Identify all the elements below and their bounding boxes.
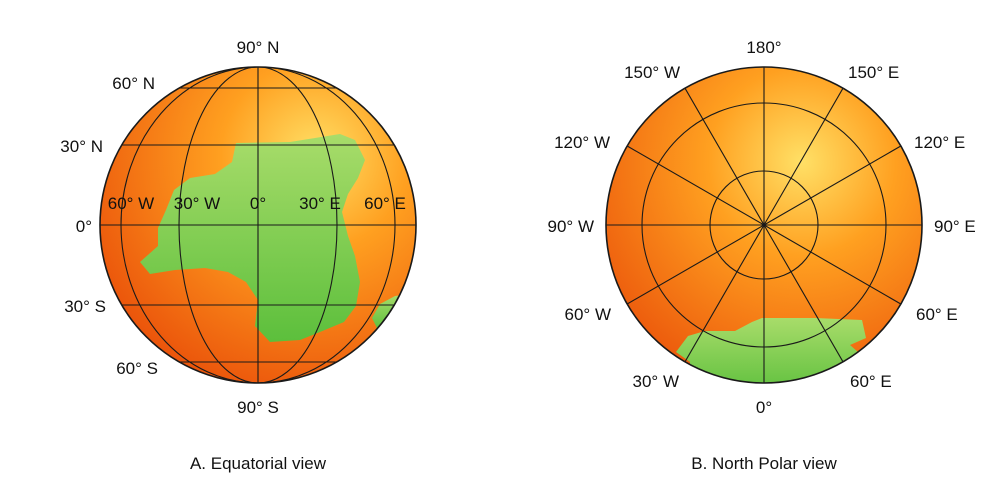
label-30w: 30° W [174,194,220,213]
polar-meridian-line [626,224,765,305]
label-60w: 60° W [108,194,154,213]
label-150w: 150° W [624,63,680,82]
equatorial-globe [99,66,417,384]
label-90n: 90° N [237,38,280,57]
label-30n: 30° N [60,137,103,156]
label-0-polar: 0° [756,398,772,417]
label-30s: 30° S [64,297,106,316]
polar-grid [606,67,922,383]
label-180: 180° [746,38,781,57]
polar-meridian-line [763,145,902,226]
label-30e: 30° E [299,194,341,213]
equatorial-labels: 90° N 60° N 30° N 0° 30° S 60° S 90° S 6… [60,38,406,473]
equatorial-globe-rim [99,66,417,384]
label-90s: 90° S [237,398,279,417]
label-60n: 60° N [112,74,155,93]
label-90e: 90° E [934,217,976,236]
meridian-60 [120,67,396,383]
label-60w-polar: 60° W [565,305,611,324]
caption-equatorial: A. Equatorial view [190,454,327,473]
polar-meridian-line [626,145,765,226]
label-120e: 120° E [914,133,965,152]
label-150e: 150° E [848,63,899,82]
polar-meridian-line [684,87,765,226]
label-30w-polar: 30° W [633,372,679,391]
label-equator: 0° [76,217,92,236]
polar-meridian-line [763,224,902,305]
label-90w: 90° W [548,217,594,236]
label-60e-polar: 60° E [916,305,958,324]
polar-meridian-line [763,224,844,363]
label-60e: 60° E [364,194,406,213]
polar-meridian-line [684,224,765,363]
label-30e-polar: 60° E [850,372,892,391]
caption-polar: B. North Polar view [691,454,837,473]
polar-labels: 180° 150° W 150° E 120° W 120° E 90° W 9… [548,38,976,473]
label-0-meridian: 0° [250,194,266,213]
polar-meridian-line [763,87,844,226]
polar-globe-rim [605,66,923,384]
polar-globe [605,66,923,384]
meridian-30 [178,67,338,383]
label-120w: 120° W [554,133,610,152]
equatorial-continent-main [140,134,365,342]
label-60s: 60° S [116,359,158,378]
